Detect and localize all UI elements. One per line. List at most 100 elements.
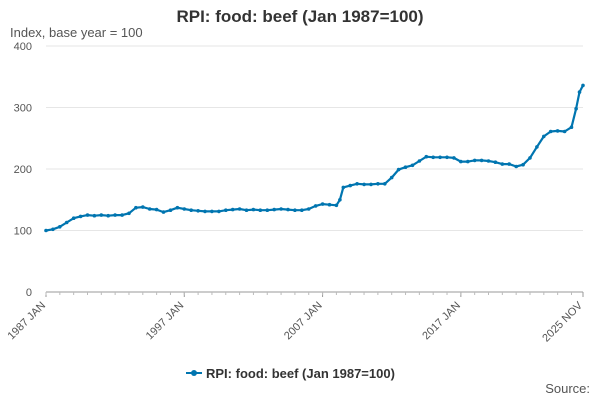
data-point (71, 216, 76, 220)
data-point (196, 209, 200, 213)
data-point (300, 208, 304, 212)
data-point (486, 159, 491, 163)
data-point (113, 213, 117, 217)
data-point (168, 208, 173, 212)
data-point (265, 208, 270, 212)
data-point (293, 208, 297, 212)
data-point (445, 155, 449, 160)
series-group (44, 83, 585, 233)
data-point (472, 158, 477, 163)
data-point (251, 207, 256, 212)
data-point (106, 213, 110, 218)
y-axis-label: Index, base year = 100 (10, 25, 143, 40)
data-point (44, 228, 48, 233)
data-point (341, 185, 346, 190)
data-point (120, 213, 124, 217)
y-tick-label: 400 (14, 41, 32, 53)
data-point (438, 155, 442, 160)
data-point (51, 227, 55, 232)
data-point (348, 183, 353, 188)
data-point (574, 106, 578, 111)
data-point (542, 134, 546, 139)
grid-lines (46, 45, 583, 293)
data-point (189, 208, 193, 212)
data-point (410, 163, 415, 168)
data-point (479, 158, 484, 163)
data-point (313, 204, 318, 208)
data-point (217, 209, 221, 214)
data-point (403, 165, 408, 169)
data-point (320, 202, 325, 206)
data-point (244, 208, 249, 212)
data-point (85, 213, 90, 217)
data-point (569, 125, 574, 129)
data-point (327, 202, 332, 207)
data-point (555, 129, 560, 133)
data-point (528, 156, 532, 160)
data-point (334, 203, 339, 208)
data-point (452, 156, 456, 160)
data-point (147, 207, 152, 211)
data-point (175, 205, 180, 210)
legend-label: RPI: food: beef (Jan 1987=100) (206, 366, 395, 381)
x-tick-label: 1987 JAN (5, 300, 48, 343)
data-point (230, 207, 235, 212)
y-tick-label: 0 (26, 287, 32, 299)
chart-title: RPI: food: beef (Jan 1987=100) (176, 7, 424, 26)
y-tick-label: 300 (14, 103, 32, 115)
data-point (355, 182, 359, 186)
data-point (224, 208, 228, 212)
data-point (154, 207, 159, 212)
data-point (210, 209, 214, 214)
data-point (272, 207, 277, 212)
y-tick-label: 100 (14, 226, 32, 238)
data-point (521, 162, 525, 167)
data-point (99, 213, 104, 217)
x-axis: 1987 JAN 1997 JAN 2007 JAN 2017 JAN 2025 NOV (5, 292, 586, 344)
data-point (279, 207, 283, 211)
y-axis-ticks: 0 100 200 300 400 (14, 41, 32, 299)
data-point (369, 182, 373, 187)
data-point (92, 213, 97, 218)
data-point (535, 145, 539, 149)
data-point (258, 208, 263, 212)
x-tick-label: 2007 JAN (282, 300, 325, 343)
data-point (237, 207, 242, 211)
legend-marker-icon (191, 370, 197, 376)
data-point (376, 182, 380, 186)
data-point (507, 162, 512, 166)
source-label: Source: (545, 381, 590, 396)
data-point (182, 207, 187, 211)
data-point (134, 205, 138, 210)
data-point (514, 164, 518, 169)
data-point (500, 162, 505, 166)
y-tick-label: 200 (14, 164, 32, 176)
data-point (493, 160, 498, 164)
data-point (424, 154, 429, 159)
data-point (389, 175, 394, 180)
data-point (203, 209, 207, 214)
data-point (141, 205, 145, 209)
data-point (431, 155, 436, 160)
data-point (577, 90, 582, 94)
data-point (562, 129, 567, 134)
data-point (161, 210, 166, 214)
x-tick-label: 1997 JAN (144, 300, 187, 343)
x-tick-label: 2017 JAN (420, 300, 463, 343)
data-point (58, 225, 62, 229)
legend[interactable]: RPI: food: beef (Jan 1987=100) (186, 366, 395, 381)
data-point (396, 167, 401, 172)
data-point (127, 211, 131, 216)
data-point (64, 220, 69, 225)
data-point (466, 159, 470, 164)
data-point (383, 182, 387, 186)
data-point (78, 214, 83, 219)
data-point (548, 129, 553, 134)
data-point (338, 198, 342, 202)
data-point (459, 159, 463, 164)
x-tick-label: 2025 NOV (540, 299, 585, 344)
data-point (362, 182, 366, 187)
data-point (581, 83, 585, 88)
data-point (306, 207, 311, 211)
